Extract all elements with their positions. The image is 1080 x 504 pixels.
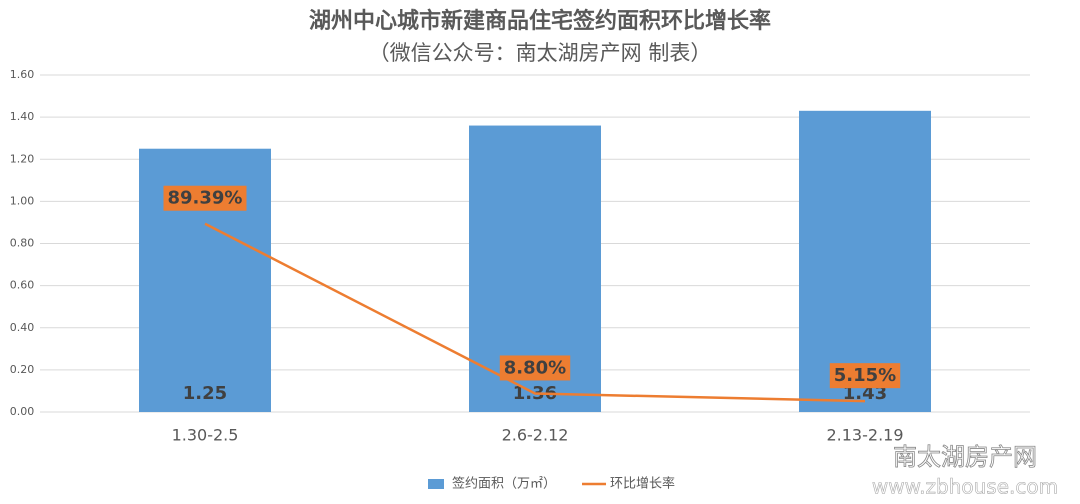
y-tick-label: 0.20 (10, 363, 35, 376)
bar (799, 110, 931, 413)
y-tick-label: 1.00 (10, 194, 35, 207)
y-tick-label: 0.60 (10, 279, 35, 292)
x-tick-label: 1.30-2.5 (172, 426, 239, 445)
bar-value-label: 1.25 (183, 383, 227, 404)
chart-subtitle: （微信公众号：南太湖房产网 制表） (369, 41, 712, 65)
bar-value-label: 1.43 (843, 383, 887, 404)
legend-swatch (428, 479, 444, 489)
y-tick-label: 1.60 (10, 68, 35, 81)
line-value-label: 89.39% (168, 188, 243, 209)
legend-label: 签约面积（万㎡） (452, 476, 556, 492)
line-value-label: 8.80% (504, 357, 566, 378)
y-tick-label: 0.00 (10, 405, 35, 418)
line (204, 222, 866, 403)
y-tick-label: 1.40 (10, 110, 35, 123)
chart-title: 湖州中心城市新建商品住宅签约面积环比增长率 (309, 8, 771, 34)
line-value-label: 5.15% (834, 365, 896, 386)
y-tick-label: 0.40 (10, 321, 35, 334)
x-tick-label: 2.6-2.12 (502, 426, 569, 445)
line-label-box (163, 185, 247, 211)
line-label-box (829, 363, 901, 389)
x-tick-label: 2.13-2.19 (826, 426, 903, 445)
watermark: 南太湖房产网 (893, 443, 1037, 471)
line-label-box (499, 355, 571, 381)
y-tick-label: 1.20 (10, 152, 35, 165)
y-tick-label: 0.80 (10, 237, 35, 250)
legend-label: 环比增长率 (610, 476, 675, 492)
watermark-url: www.zbhouse.com (872, 475, 1058, 499)
